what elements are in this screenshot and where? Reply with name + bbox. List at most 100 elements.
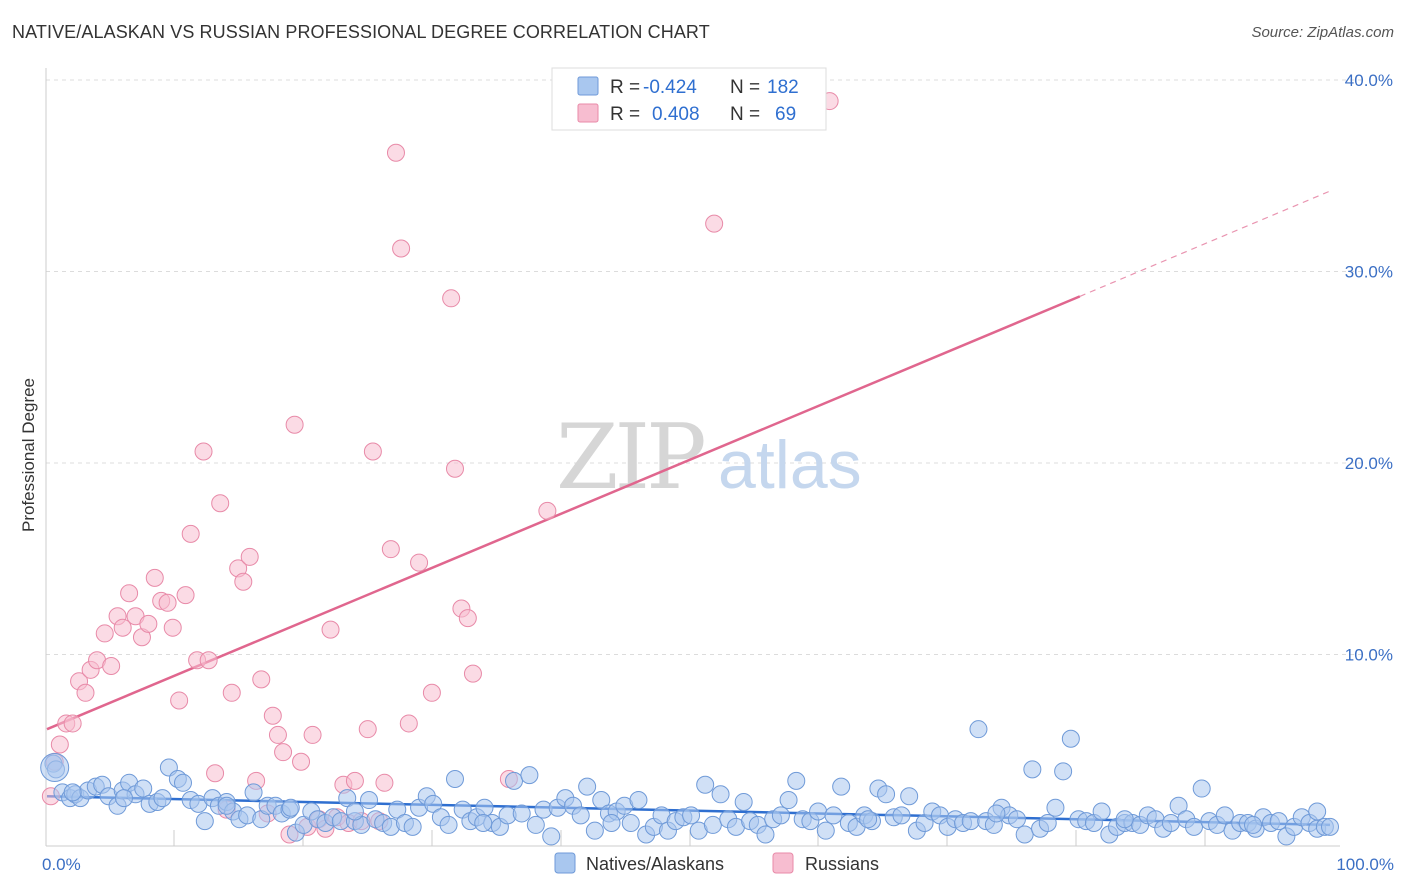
point-natives-alaskans	[424, 794, 443, 813]
point-russians	[181, 524, 200, 543]
point-natives-alaskans	[696, 775, 715, 794]
point-natives-alaskans	[824, 806, 843, 825]
point-russians	[158, 593, 177, 612]
point-natives-alaskans	[1169, 796, 1188, 815]
point-russians	[139, 614, 158, 633]
legend-n-value-natives: 182	[767, 77, 799, 98]
y-tick-label: 40.0%	[1345, 71, 1393, 90]
point-natives-alaskans	[961, 812, 980, 831]
point-natives-alaskans	[578, 777, 597, 796]
point-natives-alaskans	[512, 804, 531, 823]
point-russians	[538, 501, 557, 520]
point-russians	[240, 547, 259, 566]
point-russians	[163, 618, 182, 637]
point-natives-alaskans	[682, 806, 701, 825]
point-natives-alaskans	[571, 806, 590, 825]
point-russians	[363, 442, 382, 461]
point-natives-alaskans	[629, 791, 648, 810]
point-russians	[392, 239, 411, 258]
point-natives-alaskans	[1308, 802, 1327, 821]
point-natives-alaskans	[1092, 802, 1111, 821]
point-natives-alaskans	[63, 783, 82, 802]
chart-title: NATIVE/ALASKAN VS RUSSIAN PROFESSIONAL D…	[12, 22, 710, 42]
point-russians	[303, 725, 322, 744]
data-points	[40, 92, 1339, 846]
point-natives-alaskans	[1321, 817, 1339, 836]
point-russians	[442, 289, 461, 308]
point-natives-alaskans	[592, 791, 611, 810]
point-russians	[292, 752, 311, 771]
point-russians	[95, 624, 114, 643]
point-russians	[263, 706, 282, 725]
point-natives-alaskans	[345, 802, 364, 821]
legend-r-value-russians: 0.408	[652, 104, 700, 125]
point-natives-alaskans	[1046, 798, 1065, 817]
point-natives-alaskans-large	[40, 752, 70, 782]
point-natives-alaskans	[1007, 810, 1026, 829]
point-russians	[120, 584, 139, 603]
point-russians	[358, 720, 377, 739]
point-natives-alaskans	[1015, 825, 1034, 844]
legend-r-value-natives: -0.424	[643, 77, 697, 98]
point-natives-alaskans	[360, 791, 379, 810]
point-natives-alaskans	[520, 766, 539, 785]
point-russians	[321, 620, 340, 639]
point-russians	[458, 609, 477, 628]
point-russians	[222, 683, 241, 702]
point-natives-alaskans	[832, 777, 851, 796]
point-natives-alaskans	[1054, 762, 1073, 781]
point-russians	[145, 568, 164, 587]
point-natives-alaskans	[602, 814, 621, 833]
point-russians	[705, 214, 724, 233]
bottom-legend-label-natives: Natives/Alaskans	[586, 854, 724, 874]
legend-n-label-russians: N =	[730, 104, 760, 125]
point-russians	[381, 540, 400, 559]
point-russians	[445, 459, 464, 478]
point-natives-alaskans	[1115, 810, 1134, 829]
point-natives-alaskans	[703, 815, 722, 834]
point-russians	[113, 618, 132, 637]
point-natives-alaskans	[281, 798, 300, 817]
point-russians	[386, 143, 405, 162]
point-natives-alaskans	[734, 792, 753, 811]
point-russians	[170, 691, 189, 710]
point-russians	[211, 494, 230, 513]
point-natives-alaskans	[816, 821, 835, 840]
point-natives-alaskans	[987, 804, 1006, 823]
point-natives-alaskans	[134, 779, 153, 798]
x-tick-labels: 0.0% 100.0%	[42, 855, 1394, 874]
legend-swatch-russians	[577, 103, 599, 123]
point-natives-alaskans	[969, 720, 988, 739]
point-russians	[234, 572, 253, 591]
legend-r-label-russians: R =	[610, 104, 640, 125]
point-natives-alaskans	[771, 806, 790, 825]
source-label: Source: ZipAtlas.com	[1251, 24, 1394, 41]
point-russians	[206, 764, 225, 783]
point-natives-alaskans	[711, 785, 730, 804]
y-axis-label: Professional Degree	[19, 378, 38, 532]
point-natives-alaskans	[779, 791, 798, 810]
point-natives-alaskans	[877, 785, 896, 804]
x-tick-label: 0.0%	[42, 855, 81, 874]
bottom-legend-label-russians: Russians	[805, 854, 879, 874]
bottom-legend-swatch-russians	[772, 852, 794, 874]
point-natives-alaskans	[153, 789, 172, 808]
point-natives-alaskans	[173, 773, 192, 792]
point-natives-alaskans	[505, 771, 524, 790]
trend-line-russians	[46, 295, 1081, 731]
point-natives-alaskans	[1244, 815, 1263, 834]
y-tick-label: 30.0%	[1345, 263, 1393, 282]
point-russians	[76, 683, 95, 702]
legend-r-label-natives: R =	[610, 77, 640, 98]
point-natives-alaskans	[1061, 729, 1080, 748]
point-natives-alaskans	[217, 796, 236, 815]
point-russians	[345, 771, 364, 790]
y-tick-labels: 10.0% 20.0% 30.0% 40.0%	[1345, 71, 1393, 665]
point-russians	[102, 656, 121, 675]
point-russians	[399, 714, 418, 733]
point-natives-alaskans	[114, 789, 133, 808]
point-natives-alaskans	[787, 771, 806, 790]
point-russians	[50, 735, 69, 754]
point-russians	[410, 553, 429, 572]
